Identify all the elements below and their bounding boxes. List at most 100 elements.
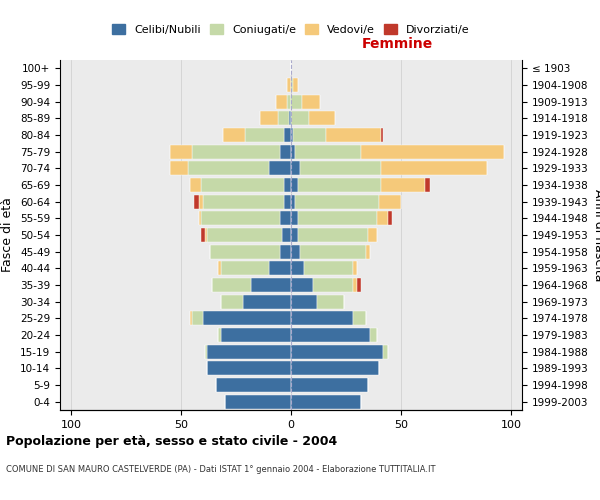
Bar — [293, 78, 298, 92]
Bar — [287, 78, 291, 92]
Bar — [291, 128, 293, 142]
Bar — [251, 278, 291, 292]
Bar — [188, 161, 269, 176]
Legend: Celibi/Nubili, Coniugati/e, Vedovi/e, Divorziati/e: Celibi/Nubili, Coniugati/e, Vedovi/e, Di… — [108, 20, 474, 40]
Bar — [280, 244, 291, 259]
Bar — [208, 228, 282, 242]
Bar — [190, 178, 201, 192]
Bar — [291, 178, 298, 192]
Bar — [208, 361, 291, 376]
Bar — [245, 128, 284, 142]
Bar — [291, 144, 295, 159]
Bar — [291, 328, 370, 342]
Bar — [225, 394, 291, 408]
Bar — [381, 161, 487, 176]
Bar — [221, 328, 291, 342]
Bar — [218, 328, 221, 342]
Bar — [326, 128, 381, 142]
Bar — [216, 378, 291, 392]
Bar — [278, 112, 289, 126]
Bar — [357, 278, 361, 292]
Bar — [201, 211, 280, 226]
Text: Popolazione per età, sesso e stato civile - 2004: Popolazione per età, sesso e stato civil… — [6, 435, 337, 448]
Bar — [291, 78, 293, 92]
Bar — [381, 178, 425, 192]
Bar — [353, 261, 357, 276]
Bar — [291, 311, 353, 326]
Bar — [223, 128, 245, 142]
Y-axis label: Anni di nascita: Anni di nascita — [592, 188, 600, 281]
Bar — [353, 311, 366, 326]
Bar — [293, 128, 326, 142]
Bar — [289, 112, 291, 126]
Bar — [203, 311, 291, 326]
Bar — [190, 311, 192, 326]
Bar — [221, 294, 242, 308]
Bar — [377, 211, 388, 226]
Bar — [287, 94, 291, 109]
Bar — [304, 261, 353, 276]
Bar — [260, 112, 278, 126]
Bar — [291, 211, 298, 226]
Bar — [291, 94, 302, 109]
Bar — [291, 344, 383, 358]
Bar — [170, 161, 188, 176]
Bar — [212, 278, 251, 292]
Bar — [199, 211, 201, 226]
Bar — [284, 194, 291, 209]
Bar — [221, 261, 269, 276]
Bar — [361, 144, 505, 159]
Bar — [201, 228, 205, 242]
Bar — [317, 294, 344, 308]
Bar — [291, 228, 298, 242]
Bar — [192, 144, 280, 159]
Bar — [282, 228, 291, 242]
Bar — [291, 294, 317, 308]
Bar — [313, 278, 353, 292]
Bar — [295, 194, 379, 209]
Bar — [291, 361, 379, 376]
Bar — [308, 112, 335, 126]
Bar — [425, 178, 430, 192]
Bar — [201, 178, 284, 192]
Bar — [192, 311, 203, 326]
Bar — [379, 194, 401, 209]
Bar — [302, 94, 320, 109]
Bar — [300, 161, 381, 176]
Bar — [298, 178, 381, 192]
Bar — [284, 128, 291, 142]
Bar — [269, 161, 291, 176]
Bar — [205, 228, 208, 242]
Bar — [295, 144, 361, 159]
Bar — [388, 211, 392, 226]
Bar — [209, 244, 280, 259]
Bar — [199, 194, 203, 209]
Bar — [280, 211, 291, 226]
Bar — [291, 278, 313, 292]
Bar — [370, 328, 377, 342]
Bar — [298, 211, 377, 226]
Text: COMUNE DI SAN MAURO CASTELVERDE (PA) - Dati ISTAT 1° gennaio 2004 - Elaborazione: COMUNE DI SAN MAURO CASTELVERDE (PA) - D… — [6, 465, 436, 474]
Bar — [291, 161, 300, 176]
Bar — [269, 261, 291, 276]
Bar — [300, 244, 366, 259]
Bar — [366, 244, 370, 259]
Bar — [381, 128, 383, 142]
Bar — [170, 144, 192, 159]
Bar — [208, 344, 291, 358]
Bar — [291, 194, 295, 209]
Bar — [284, 178, 291, 192]
Bar — [383, 344, 388, 358]
Bar — [194, 194, 199, 209]
Bar — [291, 112, 308, 126]
Bar — [218, 261, 221, 276]
Bar — [275, 94, 287, 109]
Bar — [353, 278, 357, 292]
Bar — [291, 261, 304, 276]
Bar — [205, 344, 208, 358]
Y-axis label: Fasce di età: Fasce di età — [1, 198, 14, 272]
Bar — [280, 144, 291, 159]
Text: Femmine: Femmine — [362, 38, 433, 52]
Bar — [291, 394, 361, 408]
Bar — [203, 194, 284, 209]
